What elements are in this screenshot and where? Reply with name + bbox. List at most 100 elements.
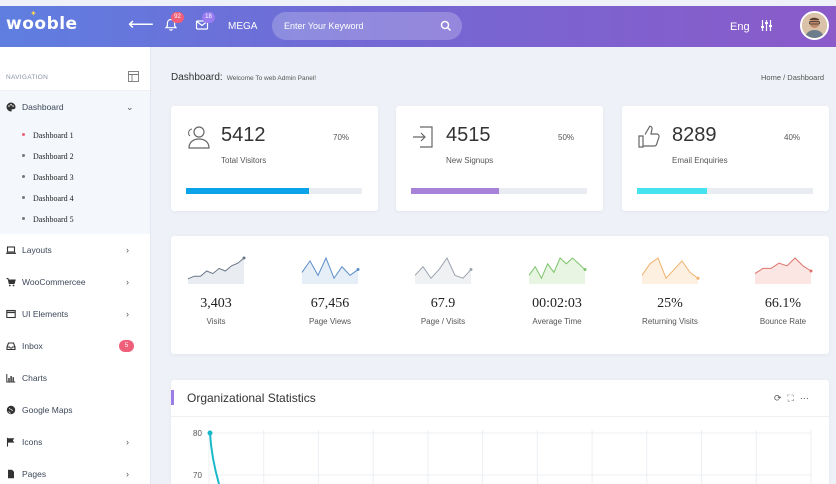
breadcrumb: Home / Dashboard: [761, 73, 824, 82]
stat-value: 8289: [672, 124, 717, 146]
cart-icon: [6, 277, 16, 287]
submenu-item-dashboard-5[interactable]: Dashboard 5: [0, 209, 150, 230]
sidebar-item-label: Layouts: [22, 245, 52, 255]
chevron-right-icon: ›: [126, 245, 129, 255]
chevron-right-icon: ›: [126, 469, 129, 479]
flag-icon: [6, 437, 16, 447]
sidebar-item-label: WooCommercee: [22, 277, 86, 287]
sparkline-label: Returning Visits: [642, 317, 698, 326]
user-avatar[interactable]: [800, 11, 829, 40]
sparkline-bounce-rate: 66.1% Bounce Rate: [753, 256, 813, 326]
chevron-down-icon: ⌄: [126, 101, 134, 112]
sparkline-end-point: [809, 269, 813, 273]
sparkline-value: 67,456: [310, 296, 350, 311]
inbox-icon: [6, 341, 16, 351]
series-point[interactable]: [207, 430, 213, 436]
sparkline-end-point: [469, 268, 473, 272]
search-input[interactable]: [284, 12, 434, 40]
logo-spark-icon: ✦: [30, 9, 37, 18]
sidebar-item-charts[interactable]: Charts: [0, 362, 150, 394]
refresh-icon[interactable]: ⟳: [774, 393, 782, 403]
sparkline-label: Average Time: [532, 317, 582, 326]
inbox-badge: 5: [119, 340, 134, 352]
search-icon[interactable]: [440, 20, 452, 32]
sidebar-item-pages[interactable]: Pages ›: [0, 458, 150, 484]
sidebar-item-label: Icons: [22, 437, 43, 447]
messages-badge: 18: [202, 12, 215, 23]
submenu-item-dashboard-4[interactable]: Dashboard 4: [0, 188, 150, 209]
sparkline-line: [641, 257, 699, 280]
sparkline-label: Visits: [206, 317, 226, 326]
language-selector[interactable]: Eng: [730, 21, 750, 33]
page-title: Dashboard: Welcome To web Admin Panel!: [171, 72, 316, 83]
navigation-title: NAVIGATION: [6, 74, 49, 81]
breadcrumb-current[interactable]: Dashboard: [787, 73, 824, 82]
bar-chart-icon: [6, 373, 16, 383]
top-bar: wooble ✦ ⟵ 92 18 MEGA Eng: [0, 6, 836, 47]
thumbs-up-icon: [638, 125, 660, 148]
sparkline-line: [754, 257, 812, 275]
sidebar-item-icons[interactable]: Icons ›: [0, 426, 150, 458]
stat-label: Email Enquiries: [672, 156, 728, 165]
sparkline-label: Bounce Rate: [759, 317, 807, 326]
messages-button[interactable]: 18: [195, 12, 215, 34]
sliders-icon[interactable]: [760, 19, 773, 32]
submenu-item-dashboard-1[interactable]: Dashboard 1: [0, 125, 150, 146]
sidebar-header: NAVIGATION: [0, 47, 150, 91]
title-accent-bar: [171, 390, 174, 405]
sparkline-end-point: [583, 268, 587, 272]
sidebar-item-ui-elements[interactable]: UI Elements ›: [0, 298, 150, 330]
stat-label: Total Visitors: [221, 156, 267, 165]
breadcrumb-home-link[interactable]: Home: [761, 73, 782, 82]
stat-percent: 70%: [333, 133, 350, 142]
stat-progress-bar: [637, 188, 813, 194]
dashboard-submenu: Dashboard 1 Dashboard 2 Dashboard 3 Dash…: [0, 123, 150, 234]
series-line: [209, 432, 220, 484]
sparkline-chart: [641, 257, 700, 284]
org-stats-chart: 80 70: [193, 429, 812, 484]
sidebar-item-google-maps[interactable]: Google Maps: [0, 394, 150, 426]
back-arrow-icon[interactable]: ⟵: [128, 14, 154, 34]
sparkline-label: Page Views: [308, 317, 352, 326]
page-icon: [6, 469, 16, 479]
submenu-item-dashboard-2[interactable]: Dashboard 2: [0, 146, 150, 167]
sidebar-item-inbox[interactable]: Inbox 5: [0, 330, 150, 362]
stat-progress-bar: [186, 188, 362, 194]
stat-value: 4515: [446, 124, 491, 146]
notifications-button[interactable]: 92: [164, 12, 184, 34]
sparkline-chart: [414, 256, 473, 284]
globe-icon: [6, 405, 16, 415]
sparkline-area: [302, 258, 358, 284]
sparkline-area: [529, 258, 585, 284]
sparkline-end-point: [242, 256, 246, 260]
more-options-icon[interactable]: ⋯: [799, 393, 809, 403]
sidebar-item-label: Inbox: [22, 341, 43, 351]
notifications-badge: 92: [171, 12, 184, 23]
stat-progress-fill: [186, 188, 310, 194]
fullscreen-icon[interactable]: ⛶: [787, 393, 794, 403]
mega-menu-button[interactable]: MEGA: [228, 21, 258, 32]
org-stats-title: Organizational Statistics: [187, 391, 316, 405]
card-divider: [171, 416, 829, 417]
sidebar-item-dashboard[interactable]: Dashboard ⌄: [0, 91, 150, 123]
stat-progress-fill: [411, 188, 499, 194]
sidebar-item-label: Dashboard: [22, 102, 64, 112]
sidebar-item-woocommercee[interactable]: WooCommercee ›: [0, 266, 150, 298]
sparkline-value: 00:02:03: [532, 296, 582, 311]
sidebar-item-layouts[interactable]: Layouts ›: [0, 234, 150, 266]
logo[interactable]: wooble: [6, 14, 78, 34]
sparkline-chart: [187, 256, 246, 284]
stat-card-new-signups: 4515 New Signups 50%: [396, 106, 603, 211]
submenu-item-dashboard-3[interactable]: Dashboard 3: [0, 167, 150, 188]
users-icon: [188, 126, 210, 149]
sidebar-item-label: Charts: [22, 373, 48, 383]
window-icon: [6, 309, 16, 319]
org-stats-card: Organizational Statistics ⟳ ⛶ ⋯ 80 70: [171, 380, 829, 484]
stat-progress-bar: [411, 188, 587, 194]
sidebar: NAVIGATION Dashboard ⌄ Dashboard 1 Dashb…: [0, 47, 151, 484]
sparkline-value: 3,403: [200, 296, 232, 311]
sparkline-value: 25%: [657, 296, 683, 311]
search-box: [272, 12, 462, 40]
layout-toggle-icon[interactable]: [128, 71, 139, 82]
sparkline-summary-card: 3,403 Visits 67,456 Page Views 67.9 Page…: [171, 236, 829, 354]
